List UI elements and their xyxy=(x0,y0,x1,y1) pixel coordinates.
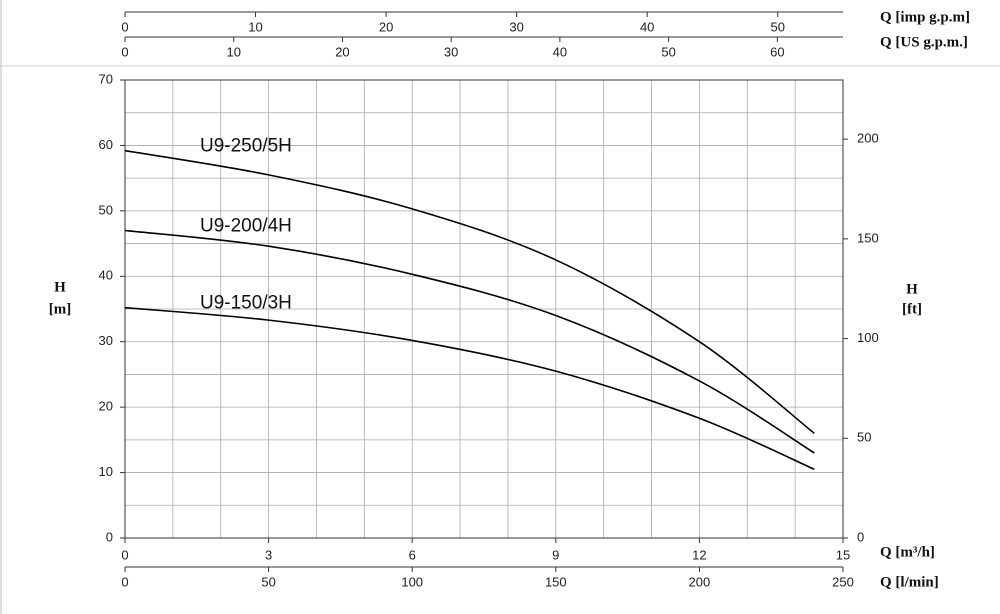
extra-axis-tick-label: 50 xyxy=(661,44,675,59)
y-axis-title: H xyxy=(54,279,66,295)
extra-axis-tick-label: 40 xyxy=(640,19,654,34)
x-tick-label: 3 xyxy=(265,547,272,562)
extra-axis-title: Q [l/min] xyxy=(880,574,939,590)
y2-tick-label: 150 xyxy=(857,230,879,245)
extra-axis-tick-label: 40 xyxy=(553,44,567,59)
y2-axis-title: [ft] xyxy=(902,301,922,317)
y-tick-label: 0 xyxy=(106,529,113,544)
curve xyxy=(124,149,815,434)
x-tick-label: 12 xyxy=(692,547,706,562)
curve xyxy=(124,229,815,454)
y-tick-label: 10 xyxy=(99,464,113,479)
extra-axis-tick-label: 200 xyxy=(689,574,711,589)
y2-tick-label: 50 xyxy=(857,430,871,445)
y2-tick-label: 0 xyxy=(857,529,864,544)
extra-axis-tick-label: 100 xyxy=(401,574,423,589)
x-tick-label: 6 xyxy=(409,547,416,562)
x-tick-label: 9 xyxy=(552,547,559,562)
extra-axis-tick-label: 30 xyxy=(509,19,523,34)
extra-axis-tick-label: 0 xyxy=(121,574,128,589)
y-tick-label: 70 xyxy=(99,71,113,86)
y-tick-label: 40 xyxy=(99,268,113,283)
extra-axis-tick-label: 20 xyxy=(379,19,393,34)
y-tick-label: 50 xyxy=(99,202,113,217)
extra-axis-tick-label: 50 xyxy=(770,19,784,34)
extra-axis-tick-label: 0 xyxy=(121,19,128,34)
extra-axis-tick-label: 250 xyxy=(832,574,854,589)
extra-axis-title: Q [imp g.p.m] xyxy=(880,9,970,25)
curve xyxy=(124,306,815,471)
y-tick-label: 20 xyxy=(99,399,113,414)
curve-label: U9-250/5H xyxy=(200,136,292,157)
extra-axis-tick-label: 60 xyxy=(770,44,784,59)
y-tick-label: 30 xyxy=(99,333,113,348)
extra-axis-title: Q [US g.p.m.] xyxy=(880,34,968,50)
y2-axis-title: H xyxy=(906,281,918,297)
plot-frame xyxy=(124,79,844,539)
extra-axis-tick-label: 0 xyxy=(121,44,128,59)
x-tick-label: 0 xyxy=(121,547,128,562)
extra-axis-tick-label: 20 xyxy=(335,44,349,59)
x-axis-title: Q [m³/h] xyxy=(880,544,935,560)
y-tick-label: 60 xyxy=(99,137,113,152)
curve-label: U9-150/3H xyxy=(200,293,292,314)
extra-axis-tick-label: 150 xyxy=(545,574,567,589)
extra-axis-tick-label: 10 xyxy=(226,44,240,59)
extra-axis-tick-label: 50 xyxy=(261,574,275,589)
x-tick-label: 15 xyxy=(836,547,850,562)
extra-axis-tick-label: 30 xyxy=(444,44,458,59)
extra-axis-tick-label: 10 xyxy=(248,19,262,34)
y2-tick-label: 200 xyxy=(857,131,879,146)
curve-label: U9-200/4H xyxy=(200,216,292,237)
y-axis-title: [m] xyxy=(49,301,72,317)
y2-tick-label: 100 xyxy=(857,330,879,345)
